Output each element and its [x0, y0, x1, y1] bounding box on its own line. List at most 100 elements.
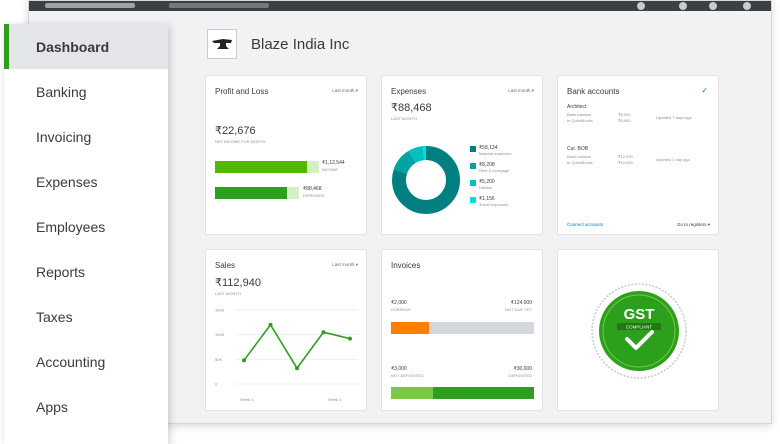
bank-balance-label: Bank balance: [567, 154, 592, 159]
pl-subtitle: NET INCOME FOR MONTH: [215, 139, 266, 144]
sales-data-point[interactable]: [268, 322, 273, 327]
go-to-registers-link[interactable]: Go to registers ▾: [676, 222, 710, 227]
expenses-period-dropdown[interactable]: Last month ▾: [508, 88, 534, 93]
bank-updated: Updated 1 day ago: [656, 157, 690, 162]
sidebar-item-dashboard[interactable]: Dashboard: [4, 24, 168, 69]
sales-card[interactable]: Sales Last month ▾ ₹112,940 LAST MONTH 1…: [205, 249, 367, 411]
invoices-notdeposited-bar[interactable]: [391, 387, 433, 399]
sales-line-chart[interactable]: 150K 100K 50K 0 Week 1 Week 4: [206, 300, 368, 408]
pl-expense-label: EXPENSES: [303, 193, 325, 198]
legend-label: Material expenses: [479, 151, 512, 156]
bank-account-name: Cur. BOB: [567, 146, 589, 152]
invoices-overdue-amount: ₹2,000: [391, 300, 407, 306]
pl-period-dropdown[interactable]: Last month ▾: [332, 88, 358, 93]
pl-expense-bar-rest: [287, 187, 299, 199]
bank-accounts-card[interactable]: Bank accounts ✓ Architect Bank balance ₹8,…: [557, 75, 719, 235]
sales-data-point[interactable]: [348, 336, 352, 341]
bank-title: Bank accounts: [567, 87, 620, 96]
legend-swatch: [470, 180, 476, 186]
sales-period-dropdown[interactable]: Last month ▾: [332, 262, 358, 267]
invoices-notdue-label: NOT DUE YET: [505, 307, 532, 312]
qb-balance-value: ₹8,000: [618, 118, 631, 123]
sidebar-item-banking[interactable]: Banking: [36, 83, 87, 100]
invoices-notdeposited-amount: ₹3,000: [391, 366, 407, 372]
legend-value: ₹5,200: [479, 179, 495, 185]
top-bar-search[interactable]: [169, 3, 269, 8]
y-tick-label: 0: [215, 382, 218, 387]
invoices-deposited-label: DEPOSITED: [508, 373, 532, 378]
sales-series-line[interactable]: [243, 323, 351, 370]
expenses-amount: ₹88,468: [391, 102, 432, 114]
expenses-title: Expenses: [391, 87, 427, 96]
expenses-donut-chart[interactable]: [390, 144, 462, 216]
expenses-subtitle: LAST MONTH: [391, 116, 417, 121]
sidebar-item-apps[interactable]: Apps: [36, 398, 68, 415]
qb-balance-value: ₹10,000: [618, 160, 633, 165]
sidebar-item-taxes[interactable]: Taxes: [36, 308, 73, 325]
qb-balance-label: In QuickBooks: [567, 118, 593, 123]
invoices-title: Invoices: [391, 261, 421, 270]
pl-title: Profit and Loss: [215, 87, 269, 96]
pl-expense-bar[interactable]: [215, 187, 287, 199]
legend-label: Utilities: [479, 185, 492, 190]
bank-balance-label: Bank balance: [567, 112, 592, 117]
invoices-notdeposited-label: NOT DEPOSITED: [391, 373, 424, 378]
invoices-overdue-label: OVERDUE: [391, 307, 411, 312]
legend-value: ₹1,156: [479, 196, 495, 202]
legend-swatch: [470, 146, 476, 152]
legend-label: Rent & mortgage: [479, 168, 510, 173]
sales-data-point[interactable]: [242, 358, 246, 363]
sidebar-item-invoicing[interactable]: Invoicing: [36, 128, 92, 145]
sales-data-point[interactable]: [321, 330, 326, 335]
sales-data-point[interactable]: [295, 366, 299, 371]
sidebar-item-employees[interactable]: Employees: [36, 218, 106, 235]
invoices-notdue-bar[interactable]: [429, 322, 534, 334]
legend-swatch: [470, 163, 476, 169]
bank-account-name: Architect: [567, 104, 587, 110]
legend-label: Travel expenses: [479, 202, 509, 207]
bank-balance-value: ₹12,000: [618, 154, 633, 159]
user-icon[interactable]: [743, 2, 751, 10]
top-bar: [29, 1, 771, 11]
gst-badge-icon: GST COMPLIANT: [591, 283, 687, 379]
legend-value: ₹8,208: [479, 162, 495, 168]
sidebar-item-expenses[interactable]: Expenses: [36, 173, 98, 190]
company-logo: [207, 29, 237, 59]
pl-expense-amount: ₹88,468: [303, 186, 322, 192]
help-icon[interactable]: [637, 2, 645, 10]
invoices-overdue-bar[interactable]: [391, 322, 429, 334]
bank-updated: Updated 7 days ago: [656, 115, 692, 120]
y-tick-label: 150K: [215, 308, 225, 313]
invoices-deposited-amount: ₹30,000: [513, 366, 532, 372]
legend-value: ₹58,134: [479, 145, 498, 151]
y-tick-label: 50K: [215, 357, 222, 362]
search-icon[interactable]: [679, 2, 687, 10]
pl-income-bar[interactable]: [215, 161, 307, 173]
pl-income-amount: ₹1,12,544: [322, 160, 345, 166]
invoices-card[interactable]: Invoices ₹2,000 OVERDUE ₹124,000 NOT DUE…: [381, 249, 543, 411]
top-bar-title: [45, 3, 135, 8]
sales-subtitle: LAST MONTH: [215, 291, 241, 296]
sales-amount: ₹112,940: [215, 277, 261, 289]
gst-badge-subtitle: COMPLIANT: [626, 325, 653, 330]
pl-amount: ₹22,676: [215, 125, 256, 137]
sidebar-item-reports[interactable]: Reports: [36, 263, 86, 280]
edit-pencil-icon[interactable]: ✓: [701, 86, 708, 95]
sidebar-nav: Dashboard Banking Invoicing Expenses Employe…: [4, 24, 168, 444]
company-header: Blaze India Inc: [207, 29, 349, 59]
donut-slice[interactable]: [392, 146, 460, 214]
x-tick-label: Week 1: [240, 397, 254, 402]
bank-balance-value: ₹8,000: [618, 112, 631, 117]
legend-swatch: [470, 197, 476, 203]
profit-loss-card[interactable]: Profit and Loss Last month ▾ ₹22,676 NET…: [205, 75, 367, 235]
expenses-card[interactable]: Expenses Last month ▾ ₹88,468 LAST MONTH…: [381, 75, 543, 235]
invoices-deposited-bar[interactable]: [433, 387, 534, 399]
sales-title: Sales: [215, 261, 236, 270]
company-name: Blaze India Inc: [251, 35, 350, 53]
x-tick-label: Week 4: [328, 397, 342, 402]
sidebar-item-accounting[interactable]: Accounting: [36, 353, 106, 370]
gst-card[interactable]: GST COMPLIANT: [557, 249, 719, 411]
gear-icon[interactable]: [709, 2, 717, 10]
connect-accounts-link[interactable]: Connect accounts: [567, 222, 604, 227]
app-window: Blaze India Inc Profit and Loss Last mon…: [28, 0, 772, 424]
